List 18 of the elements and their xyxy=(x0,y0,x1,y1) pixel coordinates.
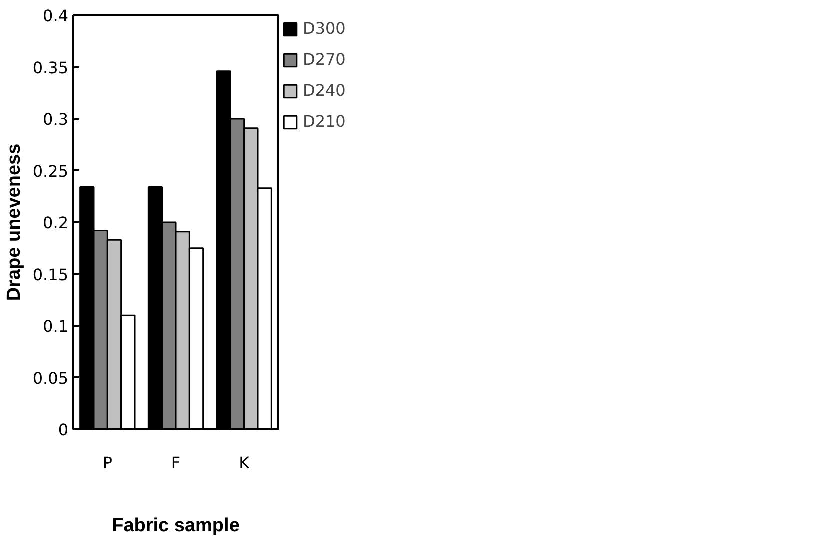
y-tick-label: 0.35 xyxy=(32,58,68,78)
y-tick-label: 0.05 xyxy=(32,368,68,388)
y-tick-label: 0.25 xyxy=(32,162,68,181)
legend-label: D300 xyxy=(303,19,346,38)
x-tick-label: P xyxy=(102,454,113,472)
x-tick-label: K xyxy=(239,454,250,472)
y-tick-label: 0.4 xyxy=(43,6,69,26)
y-tick-label: 0 xyxy=(58,420,69,440)
legend-label: D240 xyxy=(303,81,346,100)
y-tick-label: 0.15 xyxy=(32,265,68,284)
x-axis-title: Fabric sample xyxy=(112,516,240,536)
y-tick-label: 0.2 xyxy=(43,214,69,232)
y-axis-title: Drape uneveness xyxy=(4,144,25,302)
legend-label: D210 xyxy=(303,112,346,131)
legend-label: D270 xyxy=(303,50,346,69)
x-tick-label: F xyxy=(171,454,181,472)
y-tick-label: 0.3 xyxy=(43,110,69,129)
y-tick-label: 0.1 xyxy=(43,317,69,336)
